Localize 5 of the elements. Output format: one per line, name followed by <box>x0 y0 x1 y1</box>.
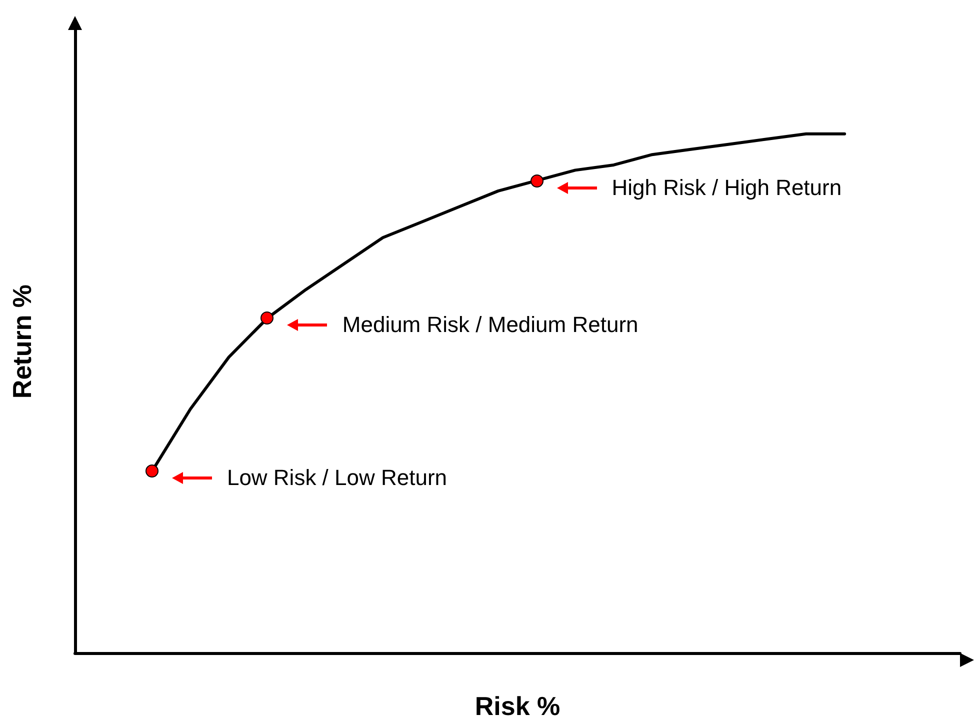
annotation: Medium Risk / Medium Return <box>342 312 638 338</box>
annotation: High Risk / High Return <box>612 174 842 201</box>
y-axis-title: Return % <box>7 284 37 399</box>
annotation: Low Risk / Low Return <box>226 465 448 492</box>
x-axis-title: Risk % <box>474 691 560 721</box>
